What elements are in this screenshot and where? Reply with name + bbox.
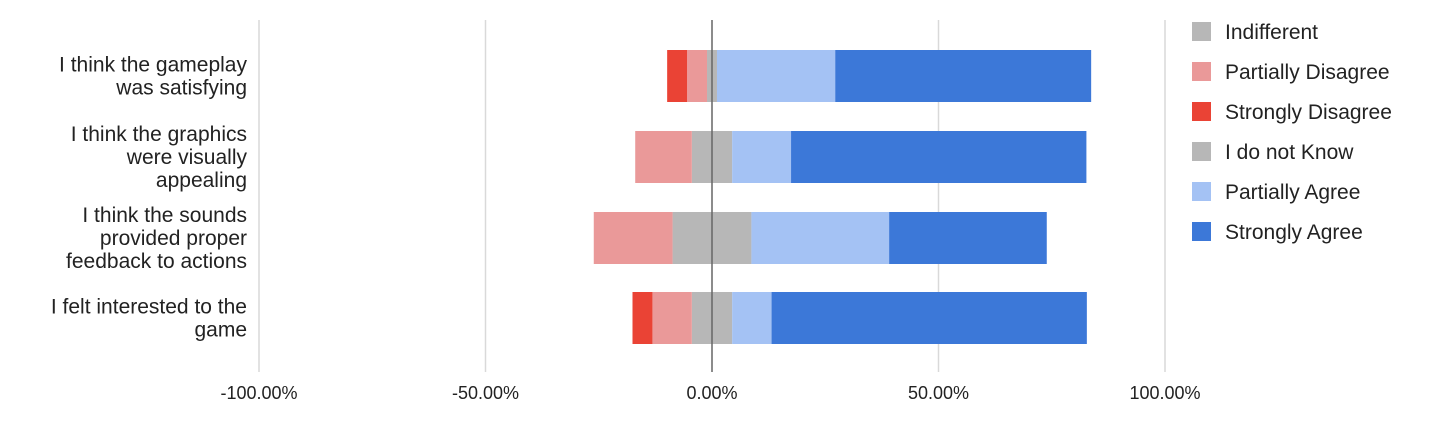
- bar-segment-strongly-agree: [889, 212, 1047, 264]
- legend-swatch: [1192, 22, 1211, 41]
- bars: [593, 50, 1092, 344]
- x-tick-label: 100.00%: [1129, 383, 1200, 403]
- category-label: I felt interested to the: [51, 296, 247, 319]
- legend-swatch: [1192, 142, 1211, 161]
- legend-label: Indifferent: [1225, 21, 1318, 44]
- bar-segment-partially-disagree: [593, 212, 673, 264]
- bar-segment-partially-agree: [732, 131, 792, 183]
- category-label: game: [194, 319, 247, 342]
- category-label: I think the graphics: [71, 123, 247, 146]
- category-label: I think the gameplay: [59, 54, 247, 77]
- bar-segment-partially-agree: [732, 292, 772, 344]
- bar-segment-partially-agree: [716, 50, 836, 102]
- legend-swatch: [1192, 182, 1211, 201]
- bar-segment-strongly-disagree: [632, 292, 653, 344]
- x-tick-labels: -100.00% -50.00% 0.00% 50.00% 100.00%: [220, 383, 1200, 403]
- bar-segment-partially-agree: [751, 212, 890, 264]
- legend-label: Strongly Disagree: [1225, 101, 1392, 124]
- x-tick-label: 0.00%: [686, 383, 737, 403]
- category-label: was satisfying: [115, 77, 247, 100]
- x-tick-label: 50.00%: [908, 383, 969, 403]
- bar-segment-strongly-agree: [791, 131, 1087, 183]
- category-label: feedback to actions: [66, 250, 247, 273]
- bar-segment-partially-disagree: [652, 292, 692, 344]
- legend-swatch: [1192, 222, 1211, 241]
- category-label: provided proper: [100, 227, 247, 250]
- legend: Indifferent Partially Disagree Strongly Di…: [1192, 21, 1392, 244]
- x-tick-label: -100.00%: [220, 383, 297, 403]
- legend-label: Partially Agree: [1225, 181, 1360, 204]
- legend-label: Partially Disagree: [1225, 61, 1390, 84]
- category-label: were visually: [126, 146, 248, 169]
- category-label: appealing: [156, 169, 247, 192]
- bar-segment-strongly-agree: [835, 50, 1092, 102]
- legend-label: I do not Know: [1225, 141, 1354, 164]
- bar-segment-strongly-agree: [771, 292, 1087, 344]
- legend-swatch: [1192, 102, 1211, 121]
- legend-swatch: [1192, 62, 1211, 81]
- legend-label: Strongly Agree: [1225, 221, 1363, 244]
- category-label: I think the sounds: [82, 204, 247, 227]
- bar-segment-strongly-disagree: [667, 50, 688, 102]
- bar-segment-partially-disagree: [687, 50, 708, 102]
- x-tick-label: -50.00%: [452, 383, 519, 403]
- bar-segment-partially-disagree: [635, 131, 692, 183]
